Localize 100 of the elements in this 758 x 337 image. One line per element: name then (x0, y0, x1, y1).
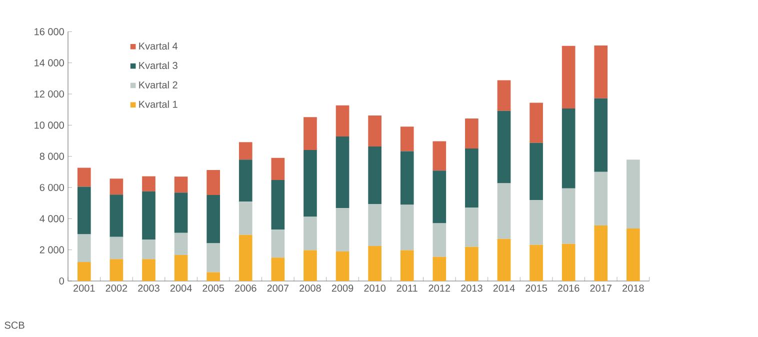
bar (238, 160, 252, 202)
bar (594, 226, 608, 282)
text: SCB (4, 322, 24, 329)
y-tick-label: 8 000 (40, 152, 64, 160)
bar (562, 244, 576, 282)
bar (562, 108, 576, 188)
bar (304, 250, 317, 282)
bar (336, 252, 350, 282)
legend-label: Kvartal 2 (139, 81, 178, 88)
bar (174, 232, 188, 255)
bar (174, 192, 188, 233)
bar (77, 168, 91, 187)
bar (110, 178, 124, 195)
bar (497, 110, 511, 184)
bar (530, 244, 543, 282)
bar (174, 254, 188, 282)
bar (271, 258, 285, 282)
bar (562, 188, 576, 244)
x-tick-label: 2013 (461, 284, 482, 292)
bar (336, 208, 350, 252)
bar (400, 126, 414, 152)
bar (368, 246, 382, 282)
bar (497, 238, 511, 282)
bar (77, 262, 91, 282)
legend-label: Kvartal 1 (139, 100, 178, 108)
bar (465, 246, 478, 282)
bar (368, 146, 382, 204)
bar (465, 207, 478, 247)
bar (271, 180, 285, 230)
bar (142, 240, 156, 260)
y-tick-label: 6 000 (40, 184, 64, 192)
y-tick-label: 2 000 (40, 246, 64, 254)
bar (238, 234, 252, 282)
y-tick-label: 10 000 (34, 122, 64, 129)
bar (594, 46, 608, 98)
x-tick-label: 2017 (590, 284, 612, 292)
bar (174, 176, 188, 193)
bar (304, 216, 317, 250)
bar (465, 118, 478, 149)
legend-label: Kvartal 4 (139, 42, 178, 50)
x-tick-label: 2008 (300, 284, 321, 292)
bar (110, 194, 124, 237)
bar (206, 170, 220, 195)
bar (594, 172, 608, 226)
bar (626, 228, 640, 282)
bar (562, 46, 576, 108)
bar (400, 151, 414, 205)
bar (110, 236, 124, 260)
x-tick-label: 2002 (106, 284, 128, 292)
bar (304, 150, 317, 217)
y-tick-label: 0 (59, 277, 64, 285)
x-tick-label: 2004 (170, 284, 192, 292)
bar (77, 186, 91, 234)
bar (530, 142, 543, 200)
bar (432, 170, 446, 224)
y-tick-label: 14 000 (34, 59, 64, 66)
bar (238, 202, 252, 235)
bar (432, 223, 446, 257)
bar (336, 136, 350, 208)
x-tick-label: 2003 (138, 284, 160, 292)
bar (142, 176, 156, 192)
bar (271, 158, 285, 180)
bar (110, 259, 124, 282)
bar (400, 204, 414, 250)
x-tick-label: 2014 (493, 284, 515, 292)
bar (530, 200, 543, 245)
bar (238, 142, 252, 160)
bar (368, 116, 382, 147)
bar (368, 204, 382, 246)
bar (497, 80, 511, 111)
x-tick-label: 2006 (235, 284, 256, 292)
bar (626, 160, 640, 228)
bar (400, 250, 414, 282)
bar (142, 191, 156, 240)
bar (465, 148, 478, 208)
bar (530, 102, 543, 143)
bar (432, 141, 446, 171)
bar (206, 194, 220, 244)
x-tick-label: 2012 (428, 284, 450, 292)
x-tick-label: 2005 (202, 284, 224, 292)
bar (206, 272, 220, 282)
x-tick-label: 2015 (526, 284, 547, 292)
bar (142, 259, 156, 282)
y-tick-label: 16 000 (34, 28, 64, 36)
x-tick-label: 2011 (396, 284, 418, 292)
bar (497, 183, 511, 239)
x-tick-label: 2007 (267, 284, 289, 292)
x-tick-label: 2018 (622, 284, 644, 292)
y-tick-label: 4 000 (40, 215, 64, 222)
legend-label: Kvartal 3 (139, 62, 178, 70)
bar (77, 234, 91, 262)
bar (336, 105, 350, 137)
x-tick-label: 2009 (332, 284, 354, 292)
bar (271, 230, 285, 258)
x-tick-label: 2001 (74, 284, 95, 292)
y-tick-label: 12 000 (34, 90, 64, 98)
bar (432, 256, 446, 282)
x-tick-label: 2010 (364, 284, 386, 292)
bar (594, 98, 608, 172)
x-tick-label: 2016 (558, 284, 580, 292)
